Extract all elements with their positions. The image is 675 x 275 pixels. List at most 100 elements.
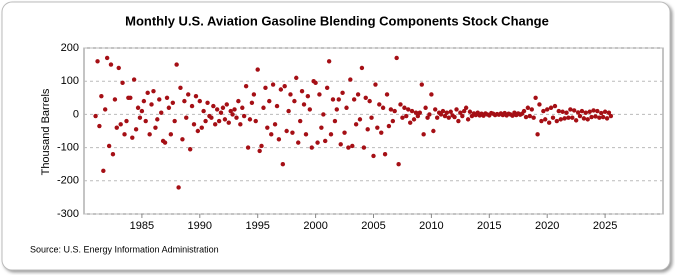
point — [297, 118, 303, 124]
point — [267, 98, 272, 104]
point — [174, 62, 179, 67]
point — [290, 130, 295, 135]
point — [184, 115, 189, 120]
point — [93, 113, 98, 119]
point — [463, 105, 469, 110]
source-note: Source: U.S. Energy Information Administ… — [30, 244, 219, 254]
point — [226, 120, 231, 125]
point — [191, 122, 197, 127]
point — [537, 102, 542, 107]
point — [392, 108, 397, 114]
point — [301, 102, 307, 107]
point — [597, 115, 602, 120]
point — [442, 113, 448, 119]
point — [583, 110, 588, 115]
point — [145, 90, 150, 96]
point — [556, 108, 561, 114]
point — [195, 128, 201, 134]
point — [261, 105, 266, 110]
point — [380, 105, 386, 110]
point — [427, 112, 432, 117]
point — [571, 108, 577, 113]
point — [288, 92, 293, 97]
point — [241, 113, 247, 119]
point — [255, 67, 260, 72]
point — [543, 117, 548, 122]
point — [157, 97, 162, 102]
point — [533, 95, 538, 101]
point — [232, 107, 237, 112]
point — [375, 125, 380, 130]
point — [253, 118, 258, 124]
point — [409, 108, 415, 114]
point — [348, 77, 353, 82]
point — [421, 132, 426, 137]
point — [529, 107, 534, 112]
point — [139, 108, 145, 114]
point — [124, 118, 129, 124]
point — [431, 128, 436, 134]
point — [220, 105, 226, 110]
point — [151, 88, 156, 94]
point — [377, 102, 382, 107]
point — [593, 114, 598, 119]
point — [591, 108, 596, 113]
point — [122, 132, 127, 137]
point — [448, 109, 453, 114]
point — [545, 107, 550, 112]
point — [419, 82, 424, 87]
point — [278, 87, 284, 92]
point — [608, 113, 614, 119]
point — [222, 117, 228, 122]
point — [444, 110, 450, 115]
point — [199, 125, 204, 130]
point — [606, 110, 612, 115]
point — [365, 127, 370, 132]
point — [189, 103, 195, 109]
point — [296, 140, 301, 145]
point — [211, 103, 216, 109]
point — [344, 105, 349, 110]
point — [131, 77, 137, 82]
point — [172, 118, 177, 124]
point — [164, 95, 170, 101]
point — [203, 118, 208, 124]
point — [213, 122, 218, 127]
point — [149, 102, 154, 107]
y-tick-label: -200 — [57, 175, 79, 187]
point — [334, 107, 339, 112]
point — [321, 112, 326, 117]
point — [599, 110, 604, 116]
point — [263, 85, 268, 91]
point — [274, 103, 280, 109]
x-tick-label: 2000 — [303, 220, 327, 232]
point — [201, 108, 206, 114]
point — [402, 105, 407, 110]
point — [554, 118, 560, 124]
point — [209, 115, 214, 120]
point — [178, 85, 183, 91]
point — [238, 122, 243, 127]
point — [546, 120, 552, 125]
point — [357, 117, 363, 122]
point — [265, 125, 270, 130]
point — [359, 65, 365, 71]
point — [247, 117, 253, 122]
point — [309, 145, 314, 150]
point — [604, 116, 610, 121]
point — [452, 114, 457, 120]
point — [398, 102, 403, 107]
point — [400, 115, 405, 120]
point — [228, 108, 233, 114]
point — [326, 59, 332, 64]
point — [577, 113, 583, 119]
point — [193, 93, 199, 99]
point — [558, 117, 563, 122]
point — [118, 122, 123, 127]
point — [95, 59, 100, 64]
point — [240, 105, 245, 110]
point — [197, 98, 202, 104]
point — [587, 109, 592, 114]
